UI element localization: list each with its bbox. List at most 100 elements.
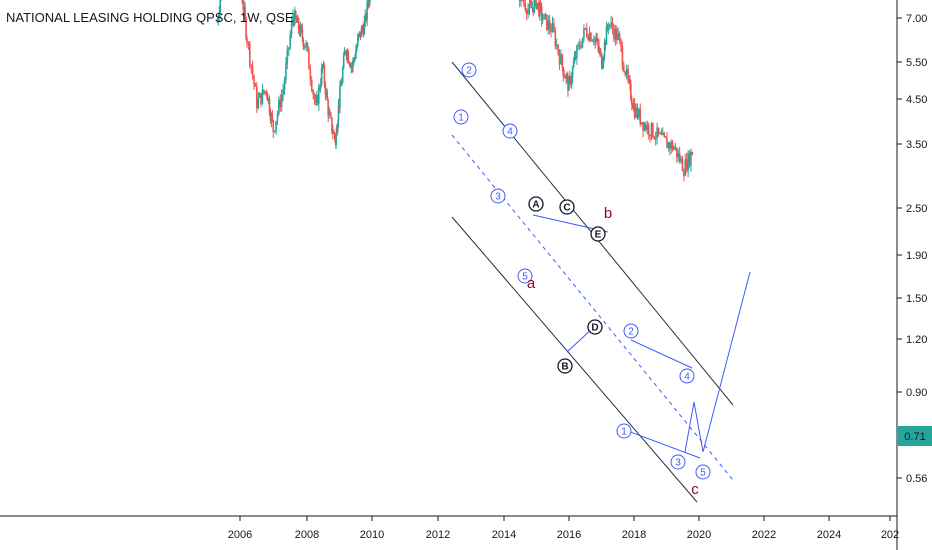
candle-body (551, 23, 554, 33)
candle-body (643, 124, 646, 131)
wave-label: 3 (495, 192, 501, 203)
candle-body (618, 33, 621, 40)
x-tick-label: 2018 (622, 529, 646, 541)
candle-body (285, 63, 287, 81)
candle-body (538, 2, 540, 16)
candle-body (352, 59, 354, 68)
candle-body (623, 65, 625, 72)
x-tick-label: 2022 (752, 529, 776, 541)
candle-body (355, 46, 358, 51)
candle-body (298, 29, 301, 35)
wave-letter-label: B (561, 362, 568, 373)
y-tick-label: 4.50 (906, 94, 927, 106)
candle-body (246, 38, 248, 43)
candle-body (563, 75, 566, 77)
candle-body (617, 33, 619, 40)
candle-body (245, 18, 247, 39)
wave-line (630, 339, 693, 369)
candle-body (656, 127, 658, 138)
candle-body (640, 122, 643, 124)
candle-body (276, 113, 279, 122)
wave-letter-circle (590, 226, 606, 242)
candle-body (261, 89, 264, 104)
candle-body (539, 3, 541, 16)
candle-body (569, 76, 572, 85)
candle-body (217, 17, 220, 23)
candle-body (569, 76, 571, 80)
wave-circle (517, 268, 533, 284)
wave-label: 2 (628, 327, 634, 338)
candle-body (278, 100, 280, 114)
x-tick-label: 2012 (426, 529, 450, 541)
x-tick-label: 202 (881, 529, 899, 541)
candle-body (310, 79, 313, 91)
candle-body (581, 37, 584, 48)
candle-body (303, 46, 306, 48)
candle-body (664, 136, 667, 138)
candle-body (279, 100, 282, 108)
candle-body (611, 22, 614, 30)
candle-body (283, 80, 286, 90)
candle-body (327, 100, 329, 116)
candle-body (681, 158, 684, 172)
candle-body (529, 4, 532, 6)
candle-body (520, 0, 522, 2)
candle-body (523, 0, 525, 3)
candle-body (361, 27, 364, 29)
candle-body (580, 47, 582, 49)
candle-body (364, 14, 367, 21)
candle-body (629, 80, 631, 84)
candle-body (268, 98, 271, 114)
candle-body (566, 75, 568, 77)
candle-body (264, 91, 267, 94)
y-tick-label: 0.56 (906, 473, 927, 485)
x-tick-label: 2006 (228, 529, 252, 541)
candle-body (690, 151, 692, 166)
wave-degree-label: c (691, 481, 699, 498)
candle-body (631, 104, 634, 109)
candle-body (306, 42, 309, 50)
candle-body (527, 8, 529, 15)
candle-body (620, 39, 622, 47)
candle-body (660, 132, 663, 135)
wave-letter-circle (587, 319, 603, 335)
candle-body (332, 131, 334, 134)
last-price-badge (898, 426, 932, 446)
candle-body (663, 132, 665, 137)
candle-body (533, 0, 535, 13)
candle-body (357, 34, 360, 38)
candle-body (594, 37, 596, 43)
candle-body (290, 21, 293, 35)
candle-body (294, 11, 296, 25)
candle-body (339, 86, 341, 108)
candle-body (258, 93, 261, 98)
candle-body (605, 26, 608, 45)
wave-label: 3 (675, 458, 681, 469)
candle-body (614, 28, 617, 40)
wave-letter-circle (557, 358, 573, 374)
wave-circle (461, 62, 477, 78)
candle-body (673, 147, 675, 150)
wave-line (693, 401, 704, 453)
candle-body (355, 50, 357, 59)
candle-body (571, 67, 574, 78)
candle-body (300, 25, 303, 30)
candle-body (532, 7, 535, 13)
x-tick-label: 2020 (687, 529, 711, 541)
candle-body (548, 20, 551, 29)
candle-body (653, 136, 656, 139)
wave-label: 5 (522, 272, 528, 283)
candle-body (530, 4, 533, 8)
wave-circle (453, 109, 469, 125)
wave-letter-circle (528, 196, 544, 212)
candle-body (572, 62, 575, 68)
candle-body (348, 62, 351, 65)
y-tick-label: 2.50 (906, 203, 927, 215)
candle-body (326, 91, 329, 101)
wave-circle (490, 188, 506, 204)
candle-body (670, 142, 673, 149)
candle-body (302, 38, 305, 47)
candle-body (263, 89, 265, 94)
candle-body (271, 114, 274, 121)
